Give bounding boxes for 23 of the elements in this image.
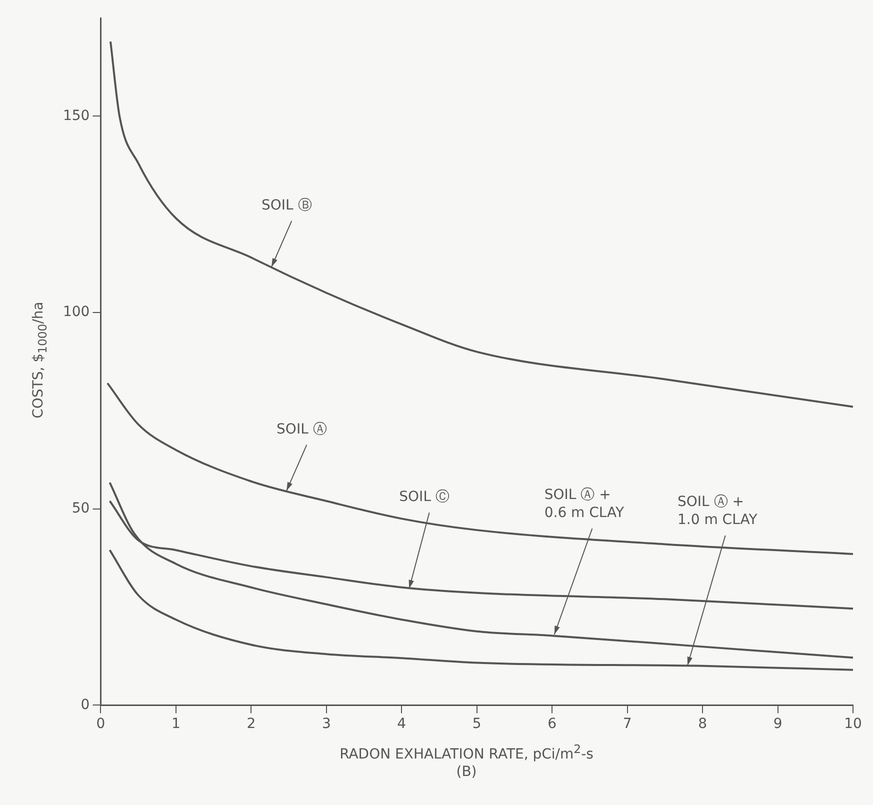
x-tick-label: 3 xyxy=(322,716,331,732)
annotation: SOIL Ⓐ xyxy=(276,421,327,438)
x-tick-label: 4 xyxy=(397,716,406,732)
x-tick-label: 5 xyxy=(472,716,482,732)
x-tick-label: 7 xyxy=(622,716,632,732)
x-tick-label: 8 xyxy=(698,716,708,732)
annotation: SOIL Ⓑ xyxy=(261,198,312,214)
annotation: SOIL Ⓐ + 0.6 m CLAY xyxy=(544,487,625,522)
y-tick-label: 150 xyxy=(62,108,90,124)
x-tick-label: 2 xyxy=(246,716,256,732)
annotation: SOIL Ⓒ xyxy=(399,489,450,506)
x-tick-label: 1 xyxy=(171,716,180,732)
annotation: SOIL Ⓐ + 1.0 m CLAY xyxy=(678,494,758,528)
y-tick-label: 0 xyxy=(80,696,90,713)
x-tick-label: 9 xyxy=(773,716,782,732)
x-tick-label: 0 xyxy=(96,716,106,732)
x-tick-label: 10 xyxy=(844,716,862,732)
y-tick-label: 50 xyxy=(72,500,90,516)
line-series xyxy=(110,40,853,408)
x-axis-title: RADON EXHALATION RATE, pCi/m$^{2}$-s xyxy=(338,742,594,763)
x-tick-label: 6 xyxy=(548,716,557,732)
text: (B) xyxy=(455,764,478,780)
y-tick-label: 100 xyxy=(62,304,90,320)
